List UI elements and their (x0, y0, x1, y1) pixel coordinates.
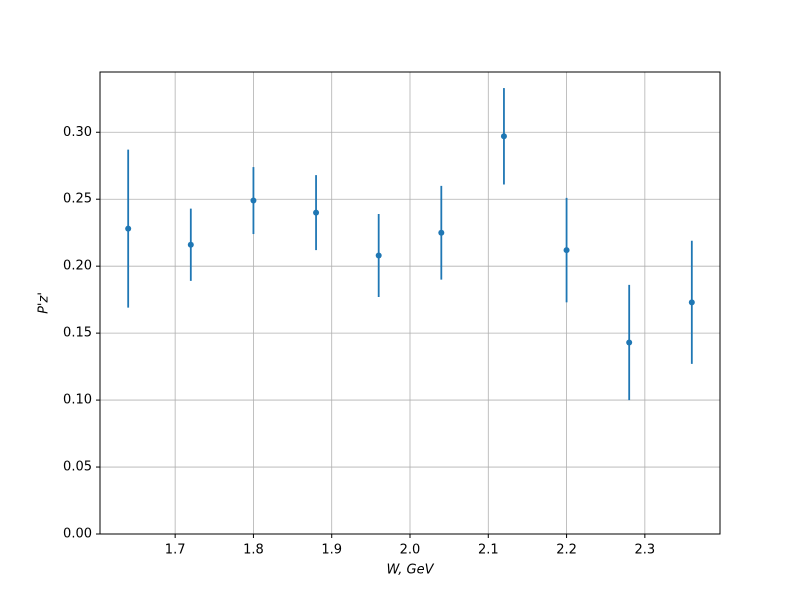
data-point (125, 225, 132, 232)
data-point (500, 133, 507, 140)
x-tick-label: 1.7 (165, 543, 186, 558)
x-axis-label: W, GeV (386, 563, 434, 578)
data-point (313, 209, 320, 216)
data-point (250, 197, 257, 204)
y-tick-label: 0.15 (63, 326, 92, 341)
y-tick-label: 0.10 (63, 393, 92, 408)
x-tick-label: 2.1 (478, 543, 499, 558)
y-tick-label: 0.20 (63, 259, 92, 274)
data-point (563, 247, 570, 254)
data-point (626, 339, 633, 346)
x-tick-label: 1.9 (321, 543, 342, 558)
y-axis-label: P'z' (37, 292, 52, 314)
y-tick-label: 0.00 (63, 527, 92, 542)
x-tick-label: 1.8 (243, 543, 264, 558)
x-tick-label: 2.2 (556, 543, 577, 558)
y-tick-label: 0.30 (63, 125, 92, 140)
data-point (187, 241, 194, 248)
data-point (438, 229, 445, 236)
data-point (688, 299, 695, 306)
data-point (375, 252, 382, 259)
y-tick-label: 0.25 (63, 192, 92, 207)
x-tick-label: 2.3 (635, 543, 656, 558)
x-tick-label: 2.0 (400, 543, 421, 558)
y-tick-label: 0.05 (63, 460, 92, 475)
